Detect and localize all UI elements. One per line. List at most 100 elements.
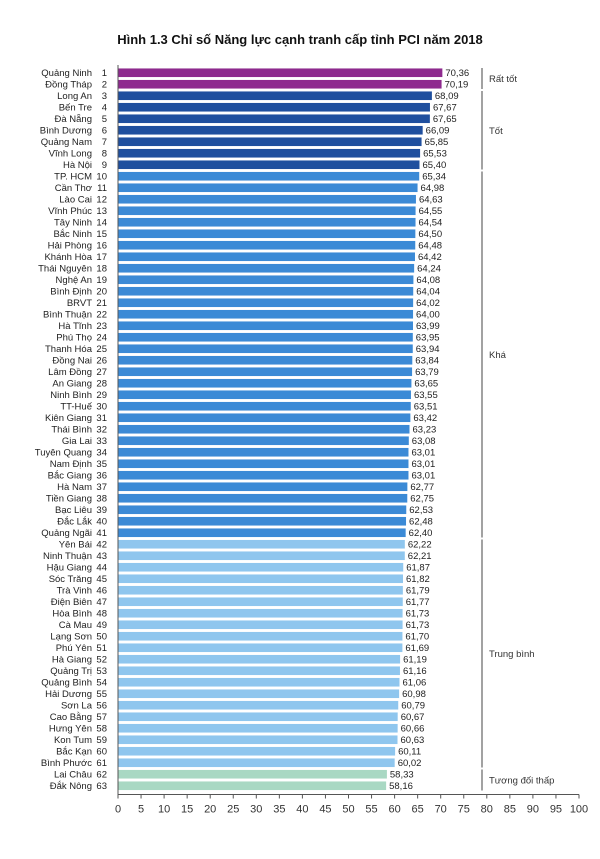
bar-row: Yên Bái 42 62,22 (59, 540, 432, 551)
bar-row: Quảng Trị 53 61,16 (50, 666, 426, 677)
province-label: Phú Thọ (56, 333, 92, 344)
value-label: 61,69 (405, 643, 429, 654)
bar (118, 286, 414, 296)
value-label: 63,99 (416, 321, 440, 332)
value-label: 61,06 (402, 678, 426, 689)
bar (118, 608, 403, 618)
value-label: 63,84 (415, 356, 439, 367)
value-label: 60,02 (398, 758, 422, 769)
bar-row: Phú Thọ 24 63,95 (56, 333, 439, 344)
value-label: 65,40 (422, 160, 446, 171)
value-label: 64,55 (419, 206, 443, 217)
bar (118, 367, 413, 377)
bar (118, 240, 416, 250)
bar-row: Lai Châu 62 58,33 (54, 770, 414, 781)
rank-label: 42 (96, 540, 107, 551)
rank-label: 26 (96, 356, 107, 367)
group-label: Khá (489, 350, 507, 361)
value-label: 64,54 (419, 218, 443, 229)
bar-row: Đắc Lắk 40 62,48 (57, 517, 433, 528)
bar (118, 160, 420, 170)
rank-label: 9 (102, 160, 107, 171)
bar-row: Ninh Thuận 43 62,21 (43, 551, 432, 562)
bar-row: Đồng Nai 26 63,84 (52, 356, 439, 367)
value-label: 61,79 (406, 586, 430, 597)
province-label: TP. HCM (54, 172, 92, 183)
province-label: Bến Tre (59, 103, 92, 114)
value-label: 63,01 (411, 459, 435, 470)
x-tick-label: 35 (273, 804, 285, 816)
group-label: Tương đối thấp (489, 776, 554, 787)
bar (118, 148, 421, 158)
value-label: 62,21 (408, 551, 432, 562)
bar (118, 689, 400, 699)
province-label: Quảng Ninh (41, 68, 92, 79)
bar-row: Khánh Hòa 17 64,42 (44, 252, 441, 263)
bar (118, 263, 415, 273)
x-tick-label: 90 (527, 804, 539, 816)
rank-label: 51 (96, 643, 107, 654)
bar-row: Phú Yên 51 61,69 (56, 643, 429, 654)
province-label: Điện Biên (51, 597, 92, 608)
value-label: 63,23 (412, 425, 436, 436)
rank-label: 17 (96, 252, 107, 263)
x-tick-label: 50 (342, 804, 354, 816)
x-tick-label: 75 (458, 804, 470, 816)
rank-label: 34 (96, 448, 107, 459)
x-tick-label: 20 (204, 804, 216, 816)
bar (118, 206, 416, 216)
value-label: 61,73 (406, 609, 430, 620)
rank-label: 23 (96, 321, 107, 332)
province-label: Hà Giang (52, 655, 92, 666)
bar (118, 470, 409, 480)
bar (118, 769, 387, 779)
rank-label: 49 (96, 620, 107, 631)
province-label: BRVT (67, 298, 92, 309)
bar-row: Ninh Bình 29 63,55 (50, 390, 437, 401)
x-tick-label: 60 (388, 804, 400, 816)
rank-label: 5 (102, 114, 107, 125)
bar (118, 68, 443, 78)
value-label: 60,11 (398, 747, 421, 758)
rank-label: 38 (96, 494, 107, 505)
bar-row: Quảng Ngãi 41 62,40 (41, 528, 432, 539)
bar-row: Kiên Giang 31 63,42 (45, 413, 437, 424)
rank-label: 53 (96, 666, 107, 677)
bar-row: Hà Nội 9 65,40 (63, 160, 446, 171)
bar-row: BRVT 21 64,02 (67, 298, 440, 309)
x-tick-label: 55 (365, 804, 377, 816)
value-label: 62,40 (409, 528, 433, 539)
rank-label: 28 (96, 379, 107, 390)
province-label: Hà Nội (63, 160, 92, 171)
bar (118, 401, 411, 411)
rank-label: 25 (96, 344, 107, 355)
province-label: Cà Mau (59, 620, 92, 631)
province-label: Hải Phòng (48, 241, 92, 252)
bar (118, 677, 400, 687)
bar (118, 447, 409, 457)
rank-label: 3 (102, 91, 107, 102)
value-label: 62,22 (408, 540, 432, 551)
value-label: 61,16 (403, 666, 427, 677)
value-label: 61,87 (406, 563, 430, 574)
value-label: 61,19 (403, 655, 427, 666)
province-label: Đồng Nai (52, 356, 92, 367)
rank-label: 1 (102, 68, 107, 79)
rank-label: 10 (96, 172, 107, 183)
bar (118, 125, 423, 135)
rank-label: 50 (96, 632, 107, 643)
bar-row: Bắc Ninh 15 64,50 (53, 229, 442, 240)
rank-label: 16 (96, 241, 107, 252)
bar-row: Tiền Giang 38 62,75 (46, 494, 434, 505)
bar-row: Thái Bình 32 63,23 (51, 425, 436, 436)
group-label: Tốt (489, 126, 503, 137)
province-label: Sóc Trăng (49, 574, 92, 585)
bar-row: TT-Huế 30 63,51 (60, 402, 437, 413)
bar-row: Cao Bằng 57 60,67 (50, 712, 425, 723)
bar (118, 712, 398, 722)
province-label: An Giang (52, 379, 92, 390)
province-label: Ninh Bình (50, 390, 92, 401)
x-tick-label: 40 (296, 804, 308, 816)
value-label: 63,01 (411, 471, 435, 482)
rank-label: 54 (96, 678, 107, 689)
